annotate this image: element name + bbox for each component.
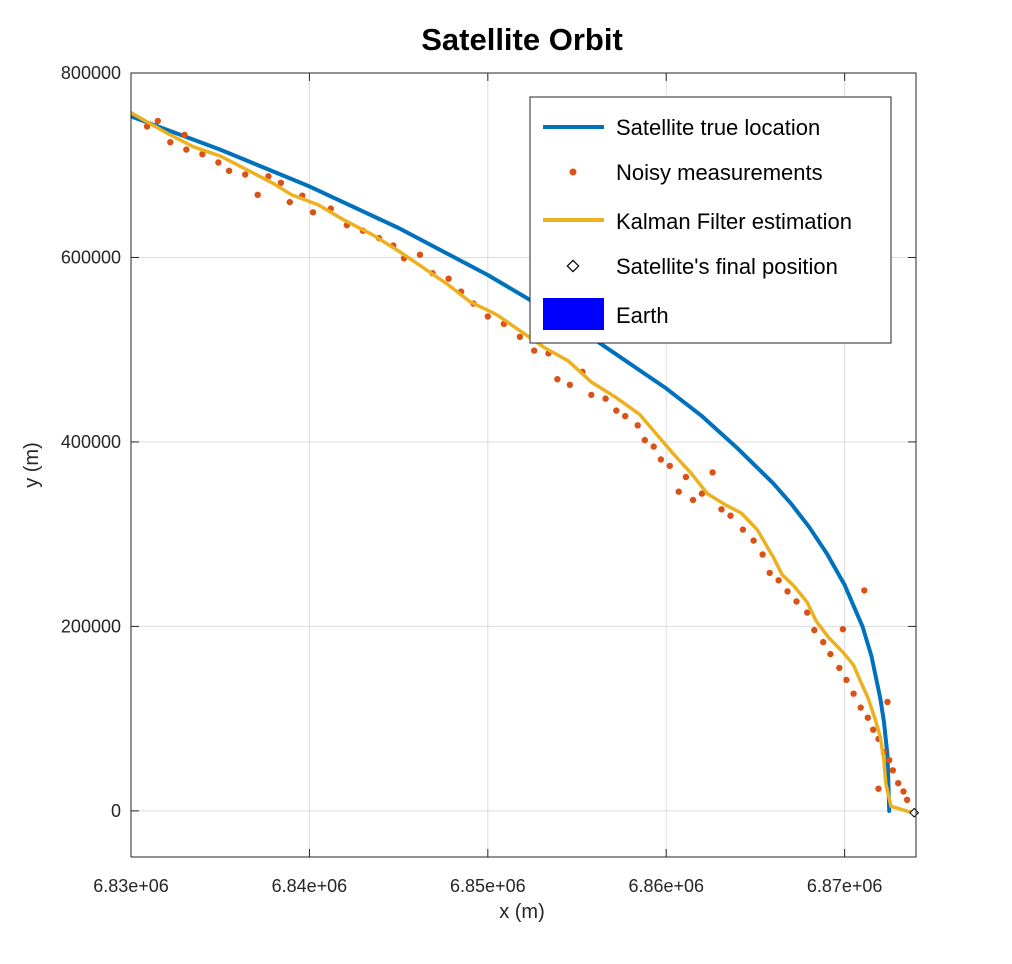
y-tick-label: 200000 [61,616,121,636]
data-series [131,110,915,815]
measurement-point [531,347,538,354]
y-tick-label: 400000 [61,432,121,452]
measurement-point [784,588,791,595]
measurement-point [666,462,673,470]
measurement-point [850,690,857,697]
measurement-point [709,469,716,476]
measurement-point [886,757,893,764]
measurement-point [277,179,285,186]
measurement-point [225,167,233,174]
measurement-point [242,171,249,178]
tick-labels: 6.83e+06 6.84e+06 6.85e+06 6.86e+06 6.87e+06… [61,63,883,896]
measurement-point [766,569,773,577]
legend-label-kalman: Kalman Filter estimation [616,209,852,234]
measurement-point [718,506,725,513]
plot-frame [130,72,917,858]
measurement-point [900,788,907,795]
x-axis-label: x (m) [499,901,545,923]
x-tick-label: 6.85e+06 [450,876,526,896]
measurement-point [199,151,206,158]
measurement-point [895,780,902,787]
measurement-point [588,391,595,399]
measurement-point [634,422,641,429]
measurement-point [750,537,757,544]
measurement-point [416,251,424,258]
measurement-point [698,490,706,497]
measurement-point [689,496,697,504]
measurement-point [167,139,174,146]
measurement-point [675,488,682,495]
x-tick-label: 6.87e+06 [807,876,883,896]
measurement-point [804,609,811,616]
measurement-point [839,626,847,633]
measurement-point [566,381,574,388]
measurement-point [811,626,818,634]
measurement-point [265,173,272,180]
measurement-point [622,412,629,420]
measurement-point [650,443,657,450]
measurement-point [484,313,491,320]
x-tick-label: 6.83e+06 [93,876,169,896]
measurement-point [181,131,188,138]
legend-label-measurements: Noisy measurements [616,160,823,185]
chart-title: Satellite Orbit [421,22,623,57]
measurement-point [864,714,871,721]
measurement-point [516,333,524,340]
measurement-point [682,473,690,481]
measurement-point [889,767,896,774]
measurement-point [641,436,648,444]
measurement-point [727,512,734,519]
measurement-point [739,526,747,533]
measurement-point [836,664,843,672]
measurement-point [613,407,620,414]
measurement-point [154,117,161,125]
y-tick-label: 800000 [61,63,121,83]
measurement-point [602,395,609,402]
legend-swatch-earth [543,298,604,330]
measurement-point [554,376,561,383]
measurement-point [793,598,800,605]
measurement-point [884,698,891,706]
x-tick-label: 6.84e+06 [272,876,348,896]
legend-label-true-location: Satellite true location [616,115,820,140]
legend: Satellite true location Noisy measuremen… [529,96,892,344]
measurement-point [861,587,868,594]
measurement-point [215,159,222,166]
legend-swatch-measurements [569,168,577,176]
measurement-point [254,191,261,198]
measurement-point [843,676,850,684]
y-tick-label: 0 [111,801,121,821]
measurement-point [309,209,317,216]
measurement-point [759,551,766,558]
legend-label-earth: Earth [616,303,669,328]
y-axis-label: y (m) [21,442,43,488]
series-line-true-location [131,114,892,813]
measurement-point [657,456,665,463]
measurement-point [827,650,834,658]
measurement-point [903,796,911,803]
measurement-point [875,785,882,792]
legend-label-final-position: Satellite's final position [616,254,838,279]
legend-swatch-final-position [566,259,580,273]
measurement-point [870,726,877,733]
measurement-point [775,577,782,584]
measurement-point [183,146,190,153]
measurement-point [445,275,452,282]
measurement-point [143,123,151,130]
x-tick-label: 6.86e+06 [628,876,704,896]
measurement-point [286,198,293,206]
y-tick-label: 600000 [61,247,121,267]
measurement-point [857,704,864,711]
series-line-kalman-estimation [131,110,915,815]
measurement-point [820,638,827,646]
